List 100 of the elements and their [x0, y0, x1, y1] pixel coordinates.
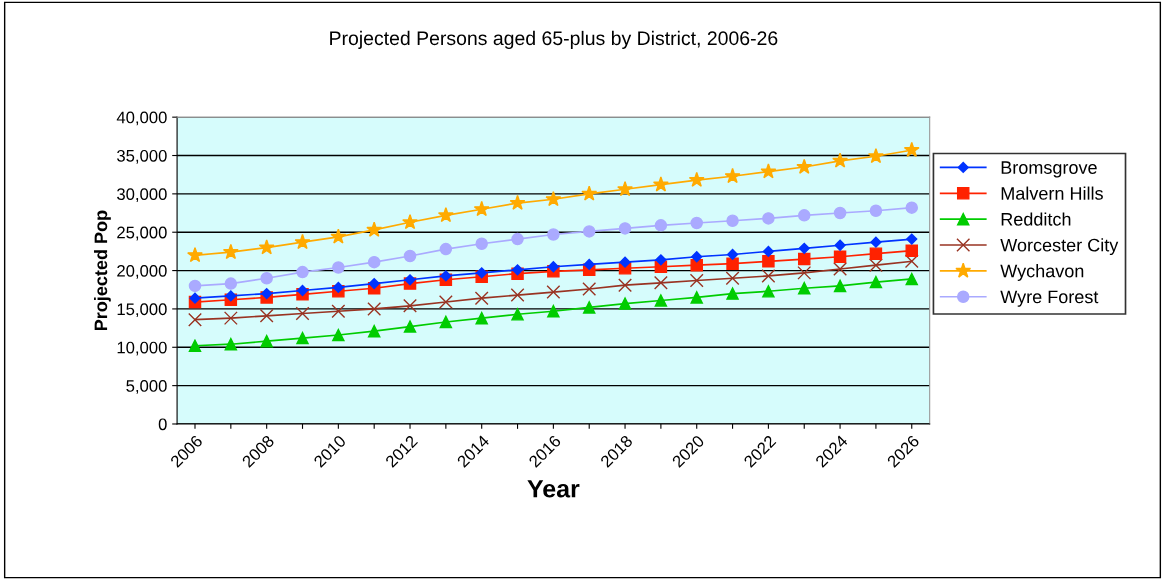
- point: [475, 237, 488, 250]
- y-tick-label: 10,000: [117, 341, 167, 356]
- legend-label: Wyre Forest: [1000, 290, 1099, 307]
- point: [188, 279, 202, 293]
- point: [798, 242, 810, 254]
- point: [511, 232, 524, 246]
- point: [870, 236, 882, 248]
- point: [617, 180, 634, 197]
- point: [439, 242, 453, 256]
- point: [905, 244, 919, 257]
- legend-label: Redditch: [1001, 212, 1071, 226]
- point: [581, 185, 598, 201]
- y-tick-label: 25,000: [117, 226, 167, 241]
- point: [690, 216, 703, 230]
- point: [439, 315, 453, 329]
- point: [796, 158, 813, 174]
- point: [654, 219, 668, 232]
- point: [404, 274, 416, 286]
- point: [368, 278, 380, 290]
- point: [296, 331, 309, 345]
- point: [437, 207, 454, 223]
- point: [762, 245, 775, 257]
- point: [260, 271, 273, 285]
- point: [330, 228, 347, 244]
- chart-title: Projected Persons aged 65-plus by District, 2006-26: [330, 30, 778, 49]
- point: [260, 334, 273, 348]
- y-tick-label: 15,000: [117, 303, 167, 318]
- point: [224, 337, 238, 351]
- point: [653, 275, 668, 290]
- point: [760, 163, 777, 179]
- point: [225, 290, 237, 302]
- point: [474, 291, 489, 306]
- point: [332, 328, 345, 342]
- point: [691, 251, 703, 263]
- point: [188, 339, 202, 352]
- point: [761, 268, 776, 283]
- point: [906, 233, 918, 245]
- point: [905, 272, 919, 286]
- y-axis-title: Projected Pop: [94, 210, 111, 331]
- point: [332, 261, 345, 274]
- point: [655, 254, 667, 266]
- point: [690, 291, 703, 304]
- point: [869, 275, 883, 289]
- point: [546, 285, 561, 299]
- point: [296, 284, 309, 297]
- point: [547, 261, 559, 273]
- legend-label: Malvern Hills: [1001, 186, 1103, 200]
- point: [797, 265, 812, 280]
- point: [833, 250, 847, 264]
- point: [509, 194, 526, 210]
- point: [511, 264, 524, 276]
- point: [332, 281, 344, 294]
- legend-label: Wychavon: [1000, 264, 1084, 281]
- point: [367, 301, 382, 316]
- y-tick-label: 30,000: [117, 188, 167, 203]
- point: [476, 267, 488, 279]
- point: [403, 320, 417, 333]
- point: [618, 297, 632, 310]
- point: [438, 295, 453, 309]
- point: [475, 311, 488, 325]
- point: [188, 312, 202, 327]
- point: [652, 176, 669, 192]
- point: [259, 308, 274, 323]
- point: [762, 285, 775, 298]
- point: [797, 252, 811, 266]
- y-tick-label: 0: [158, 418, 167, 431]
- point: [689, 273, 704, 288]
- point: [726, 214, 739, 227]
- point: [510, 288, 525, 303]
- y-tick-label: 40,000: [116, 111, 167, 126]
- point: [296, 265, 309, 279]
- point: [224, 277, 238, 290]
- point: [295, 306, 310, 321]
- point: [726, 287, 739, 300]
- legend-label: Bromsgrove: [1001, 161, 1097, 178]
- point: [724, 167, 741, 184]
- y-tick-label: 20,000: [117, 264, 167, 279]
- point: [618, 222, 632, 235]
- point: [869, 247, 883, 260]
- point: [367, 324, 381, 338]
- point: [834, 239, 846, 251]
- point: [547, 304, 560, 318]
- point: [583, 258, 595, 271]
- point: [726, 248, 739, 261]
- point: [762, 255, 775, 268]
- point: [904, 254, 919, 269]
- point: [222, 243, 239, 260]
- point: [331, 304, 346, 319]
- point: [582, 301, 596, 314]
- point: [366, 221, 383, 237]
- point: [833, 262, 848, 276]
- point: [403, 298, 417, 313]
- point: [473, 200, 490, 217]
- point: [654, 294, 668, 307]
- x-axis-title: Year: [527, 480, 580, 498]
- point: [725, 271, 740, 286]
- point: [403, 249, 417, 263]
- point: [903, 141, 920, 158]
- point: [294, 233, 311, 250]
- point: [545, 190, 562, 207]
